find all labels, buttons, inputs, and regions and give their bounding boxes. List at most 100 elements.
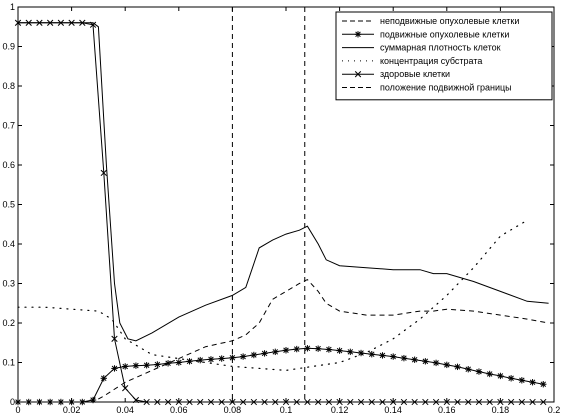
x-tick-label: 0.16 bbox=[438, 405, 456, 415]
data-point bbox=[100, 169, 107, 177]
data-point bbox=[465, 366, 472, 373]
boundary-lines bbox=[231, 7, 306, 402]
x-tick-label: 0 bbox=[15, 405, 20, 415]
data-point bbox=[239, 398, 247, 406]
series-line bbox=[18, 22, 544, 403]
y-tick-label: 0.6 bbox=[2, 160, 15, 170]
data-point bbox=[486, 398, 493, 406]
x-tick-label: 0.2 bbox=[548, 405, 561, 415]
data-point bbox=[454, 363, 461, 371]
series-line bbox=[18, 278, 549, 403]
data-point bbox=[465, 398, 472, 406]
data-point bbox=[379, 352, 386, 359]
data-point bbox=[507, 398, 515, 406]
tick-labels: 0 0.02 0.04 0.06 0.08 0.1 0.12 0.14 0.16 0.18 0.2 0… bbox=[2, 2, 560, 415]
data-point bbox=[400, 398, 408, 406]
data-point bbox=[36, 19, 43, 26]
x-tick-label: 0.06 bbox=[170, 405, 188, 415]
data-point bbox=[347, 348, 354, 356]
series-4 bbox=[14, 19, 547, 406]
data-point bbox=[239, 353, 247, 360]
data-point bbox=[175, 359, 182, 366]
data-point bbox=[325, 398, 333, 406]
data-point bbox=[186, 358, 193, 365]
data-point bbox=[261, 398, 268, 406]
data-point bbox=[100, 375, 107, 382]
data-point bbox=[164, 398, 172, 406]
data-point bbox=[282, 347, 290, 354]
y-tick-label: 0.5 bbox=[2, 200, 15, 210]
data-point bbox=[315, 398, 322, 406]
y-tick-label: 0.4 bbox=[2, 239, 15, 249]
data-point bbox=[443, 361, 450, 369]
y-tick-label: 0.1 bbox=[2, 358, 15, 368]
data-point bbox=[304, 345, 311, 352]
data-point bbox=[57, 398, 65, 406]
legend-item: неподвижные опухолевые клетки bbox=[342, 16, 519, 26]
data-point bbox=[379, 398, 386, 406]
data-point bbox=[89, 396, 97, 404]
series-line bbox=[17, 219, 528, 372]
data-point bbox=[411, 356, 418, 363]
data-point bbox=[186, 398, 193, 406]
data-point bbox=[529, 379, 536, 386]
data-point bbox=[25, 19, 32, 26]
data-point bbox=[229, 398, 236, 406]
data-point bbox=[250, 351, 258, 359]
legend-item: подвижные опухолевые клетки bbox=[342, 29, 509, 39]
data-point bbox=[207, 398, 215, 406]
data-point bbox=[540, 398, 547, 406]
data-point bbox=[68, 398, 75, 406]
data-point bbox=[261, 350, 268, 357]
legend-item: положение подвижной границы bbox=[342, 83, 512, 93]
series-3 bbox=[17, 219, 528, 372]
legend-item: здоровые клетки bbox=[342, 69, 450, 79]
data-point bbox=[422, 358, 429, 365]
series-line bbox=[18, 22, 549, 342]
data-point bbox=[229, 354, 236, 361]
data-point bbox=[347, 398, 354, 406]
x-tick-label: 0.04 bbox=[116, 405, 134, 415]
data-point bbox=[154, 361, 161, 368]
legend-label: суммарная плотность клеток bbox=[380, 43, 501, 53]
x-tick-label: 0.1 bbox=[280, 405, 293, 415]
series-2 bbox=[18, 22, 549, 342]
data-point bbox=[422, 398, 429, 406]
data-point bbox=[207, 356, 215, 363]
data-point bbox=[432, 398, 440, 406]
data-point bbox=[390, 398, 397, 406]
data-point bbox=[314, 345, 322, 352]
data-point bbox=[25, 398, 32, 406]
data-point bbox=[293, 398, 300, 406]
series-layer bbox=[14, 19, 549, 406]
data-point bbox=[14, 19, 22, 26]
data-point bbox=[68, 19, 75, 26]
legend-marker bbox=[354, 71, 362, 78]
data-point bbox=[89, 21, 97, 28]
data-point bbox=[218, 398, 225, 406]
data-point bbox=[454, 398, 461, 406]
legend-label: здоровые клетки bbox=[380, 69, 450, 79]
data-point bbox=[507, 375, 515, 382]
data-point bbox=[36, 398, 43, 406]
y-tick-label: 1 bbox=[10, 2, 15, 12]
data-point bbox=[143, 398, 150, 406]
data-point bbox=[293, 345, 300, 353]
data-point bbox=[272, 398, 279, 406]
data-point bbox=[529, 398, 536, 406]
data-point bbox=[486, 370, 493, 378]
data-point bbox=[122, 385, 129, 392]
x-tick-label: 0.08 bbox=[224, 405, 242, 415]
data-point bbox=[518, 377, 526, 384]
data-point bbox=[14, 398, 22, 406]
data-point bbox=[79, 19, 86, 26]
y-tick-label: 0.9 bbox=[2, 42, 15, 52]
legend: неподвижные опухолевые клетки подвижные о… bbox=[335, 11, 553, 101]
y-tick-label: 0.7 bbox=[2, 121, 15, 131]
data-point bbox=[111, 365, 118, 372]
data-point bbox=[197, 356, 204, 364]
data-point bbox=[336, 347, 343, 354]
data-point bbox=[400, 354, 408, 362]
x-tick-label: 0.14 bbox=[384, 405, 402, 415]
